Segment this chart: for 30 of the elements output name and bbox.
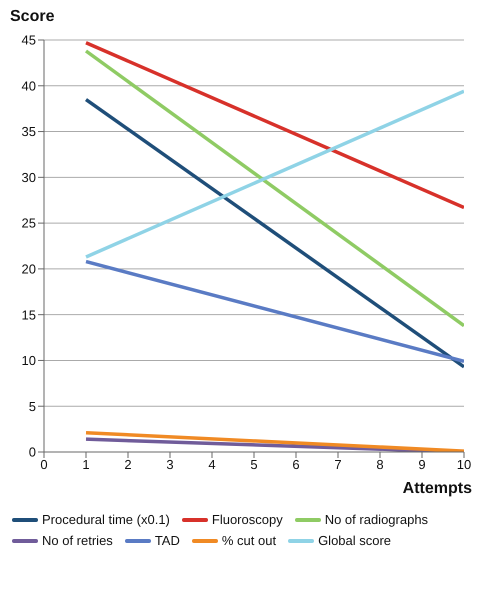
x-tick-label: 3 [166, 457, 174, 472]
x-tick-label: 9 [418, 457, 426, 472]
x-tick-label: 6 [292, 457, 300, 472]
y-tick-label: 40 [22, 78, 36, 94]
y-tick-label: 10 [22, 353, 36, 368]
legend-label: % cut out [222, 533, 276, 548]
y-tick-label: 30 [22, 170, 36, 185]
y-tick-label: 35 [22, 124, 36, 140]
x-axis-title: Attempts [402, 480, 473, 499]
legend-label: No of retries [42, 533, 113, 548]
y-tick-label: 20 [22, 262, 36, 277]
y-tick-label: 5 [28, 398, 36, 414]
legend-label: TAD [154, 533, 180, 548]
legend-label: Global score [318, 533, 392, 548]
x-tick-label: 0 [40, 457, 48, 472]
y-tick-label: 15 [22, 307, 36, 322]
x-tick-label: 8 [376, 457, 384, 472]
y-tick-label: 45 [22, 32, 36, 48]
x-tick-label: 2 [124, 457, 132, 472]
x-tick-label: 4 [208, 457, 216, 472]
y-tick-label: 0 [28, 444, 36, 460]
legend-label: Procedural time (x0.1) [42, 512, 170, 527]
x-tick-label: 10 [456, 457, 472, 472]
legend-label: No of radiographs [324, 512, 428, 527]
x-tick-label: 1 [82, 457, 90, 472]
x-tick-label: 7 [334, 457, 342, 472]
x-tick-label: 5 [250, 457, 258, 472]
y-axis-title: Score [9, 8, 56, 27]
legend-label: Fluoroscopy [212, 512, 283, 527]
y-tick-label: 25 [22, 216, 36, 231]
